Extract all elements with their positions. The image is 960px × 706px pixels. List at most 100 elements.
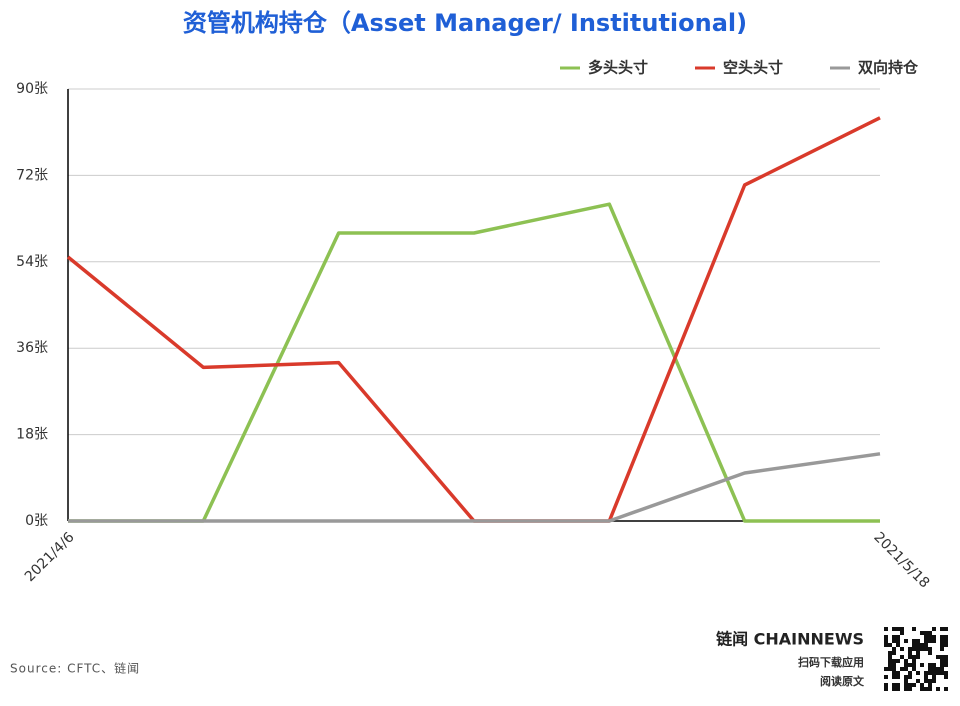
qr-cell <box>932 639 936 643</box>
qr-cell <box>892 683 896 687</box>
qr-cell <box>892 651 896 655</box>
qr-cell <box>940 635 944 639</box>
qr-cell <box>920 647 924 651</box>
qr-cell <box>892 667 896 671</box>
qr-cell <box>908 647 912 651</box>
qr-cell <box>936 667 940 671</box>
y-tick-label: 90张 <box>16 81 48 97</box>
qr-cell <box>904 687 908 691</box>
qr-cell <box>916 655 920 659</box>
qr-cell <box>944 675 948 679</box>
qr-cell <box>912 663 916 667</box>
qr-cell <box>944 663 948 667</box>
qr-cell <box>892 671 896 675</box>
qr-cell <box>916 639 920 643</box>
qr-cell <box>904 659 908 663</box>
qr-cell <box>928 687 932 691</box>
qr-cell <box>908 683 912 687</box>
qr-cell <box>932 679 936 683</box>
qr-cell <box>892 659 896 663</box>
legend-label: 多头头寸 <box>588 59 648 77</box>
qr-cell <box>920 663 924 667</box>
qr-cell <box>928 651 932 655</box>
qr-cell <box>900 647 904 651</box>
qr-cell <box>936 671 940 675</box>
qr-cell <box>912 647 916 651</box>
qr-cell <box>944 643 948 647</box>
qr-cell <box>924 635 928 639</box>
brand-line: 阅读原文 <box>820 674 865 688</box>
qr-cell <box>896 675 900 679</box>
qr-cell <box>908 655 912 659</box>
qr-cell <box>940 627 944 631</box>
qr-cell <box>912 659 916 663</box>
qr-cell <box>928 679 932 683</box>
qr-cell <box>916 671 920 675</box>
qr-code <box>884 627 948 691</box>
qr-cell <box>896 687 900 691</box>
qr-cell <box>884 667 888 671</box>
series-line <box>66 116 881 523</box>
qr-cell <box>944 639 948 643</box>
qr-cell <box>932 671 936 675</box>
qr-cell <box>932 663 936 667</box>
qr-cell <box>884 627 888 631</box>
qr-cell <box>892 639 896 643</box>
qr-cell <box>924 643 928 647</box>
series-line <box>68 452 881 523</box>
qr-cell <box>940 643 944 647</box>
qr-cell <box>912 627 916 631</box>
qr-cell <box>916 651 920 655</box>
qr-cell <box>912 639 916 643</box>
qr-cell <box>908 675 912 679</box>
qr-cell <box>888 667 892 671</box>
qr-cell <box>908 687 912 691</box>
qr-cell <box>888 663 892 667</box>
brand: 链闻 CHAINNEWS <box>716 630 864 649</box>
qr-cell <box>932 667 936 671</box>
qr-cell <box>896 627 900 631</box>
qr-cell <box>904 679 908 683</box>
qr-cell <box>928 663 932 667</box>
qr-cell <box>928 647 932 651</box>
qr-cell <box>892 635 896 639</box>
qr-cell <box>916 643 920 647</box>
qr-cell <box>924 631 928 635</box>
qr-cell <box>888 651 892 655</box>
qr-cell <box>944 635 948 639</box>
qr-cell <box>904 639 908 643</box>
qr-cell <box>904 667 908 671</box>
qr-cell <box>924 679 928 683</box>
qr-cell <box>892 675 896 679</box>
qr-cell <box>884 675 888 679</box>
qr-cell <box>936 655 940 659</box>
y-tick-label: 54张 <box>16 254 48 270</box>
qr-cell <box>944 655 948 659</box>
qr-cell <box>904 663 908 667</box>
qr-cell <box>892 663 896 667</box>
qr-cell <box>944 627 948 631</box>
qr-cell <box>940 671 944 675</box>
qr-cell <box>940 659 944 663</box>
qr-cell <box>940 647 944 651</box>
qr-cell <box>916 647 920 651</box>
qr-cell <box>908 651 912 655</box>
legend-label: 空头头寸 <box>723 59 783 77</box>
y-tick-label: 36张 <box>16 340 48 356</box>
y-tick-label: 18张 <box>16 427 48 443</box>
qr-cell <box>892 687 896 691</box>
qr-cell <box>888 659 892 663</box>
qr-cell <box>920 631 924 635</box>
qr-cell <box>928 683 932 687</box>
qr-cell <box>924 675 928 679</box>
qr-cell <box>888 655 892 659</box>
qr-cell <box>940 667 944 671</box>
qr-cell <box>900 627 904 631</box>
qr-cell <box>924 671 928 675</box>
series-line <box>68 202 880 523</box>
qr-cell <box>904 675 908 679</box>
qr-cell <box>928 635 932 639</box>
qr-cell <box>944 687 948 691</box>
x-tick-label: 2021/4/6 <box>22 529 78 585</box>
qr-cell <box>884 639 888 643</box>
